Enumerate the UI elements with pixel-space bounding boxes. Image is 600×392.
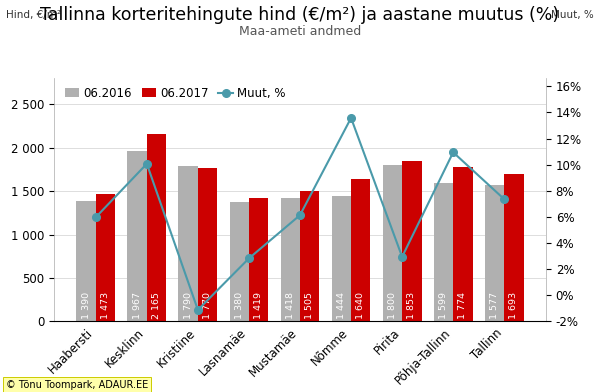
Text: Muut, %: Muut, % [551, 10, 594, 20]
Muut, % [296, 213, 304, 218]
Text: 1 599: 1 599 [439, 292, 448, 319]
Bar [76, 201, 96, 321]
Line: Muut, %: Muut, % [92, 114, 508, 314]
Text: Maa-ameti andmed: Maa-ameti andmed [239, 25, 361, 38]
Text: 1 800: 1 800 [388, 292, 397, 319]
Bar [383, 165, 402, 321]
Text: © Tõnu Toompark, ADAUR.EE: © Tõnu Toompark, ADAUR.EE [6, 380, 148, 390]
Bar [485, 185, 504, 321]
Text: 1 693: 1 693 [509, 292, 518, 319]
Bar [198, 168, 217, 321]
Text: Tallinna korteritehingute hind (€/m²) ja aastane muutus (%): Tallinna korteritehingute hind (€/m²) ja… [40, 6, 560, 24]
Text: 1 473: 1 473 [101, 292, 110, 319]
Text: 2 165: 2 165 [152, 292, 161, 319]
Text: 1 505: 1 505 [305, 292, 314, 319]
Muut, % [398, 254, 406, 259]
Bar [96, 194, 115, 321]
Bar [332, 196, 351, 321]
Text: 1 967: 1 967 [133, 292, 142, 319]
Text: 1 419: 1 419 [254, 292, 263, 319]
Bar [300, 191, 319, 321]
Muut, % [245, 256, 253, 261]
Text: Hind, €/m²: Hind, €/m² [6, 10, 61, 20]
Text: 1 774: 1 774 [458, 292, 467, 319]
Bar [127, 151, 147, 321]
Text: 1 418: 1 418 [286, 292, 295, 319]
Legend: 06.2016, 06.2017, Muut, %: 06.2016, 06.2017, Muut, % [65, 87, 286, 100]
Muut, % [143, 162, 151, 166]
Text: 1 640: 1 640 [356, 292, 365, 319]
Bar [351, 179, 370, 321]
Muut, % [500, 197, 508, 201]
Text: 1 770: 1 770 [203, 292, 212, 319]
Bar [402, 161, 422, 321]
Text: 1 577: 1 577 [490, 292, 499, 319]
Bar [249, 198, 268, 321]
Muut, % [194, 308, 202, 312]
Bar [281, 198, 300, 321]
Text: 1 853: 1 853 [407, 292, 416, 319]
Text: 1 380: 1 380 [235, 292, 244, 319]
Text: 1 790: 1 790 [184, 292, 193, 319]
Muut, % [347, 116, 355, 120]
Bar [230, 201, 249, 321]
Muut, % [449, 150, 457, 155]
Bar [434, 183, 453, 321]
Bar [178, 166, 198, 321]
Bar [453, 167, 473, 321]
Text: 1 390: 1 390 [82, 292, 91, 319]
Bar [504, 174, 524, 321]
Muut, % [92, 215, 100, 220]
Text: 1 444: 1 444 [337, 292, 346, 319]
Bar [147, 134, 166, 321]
